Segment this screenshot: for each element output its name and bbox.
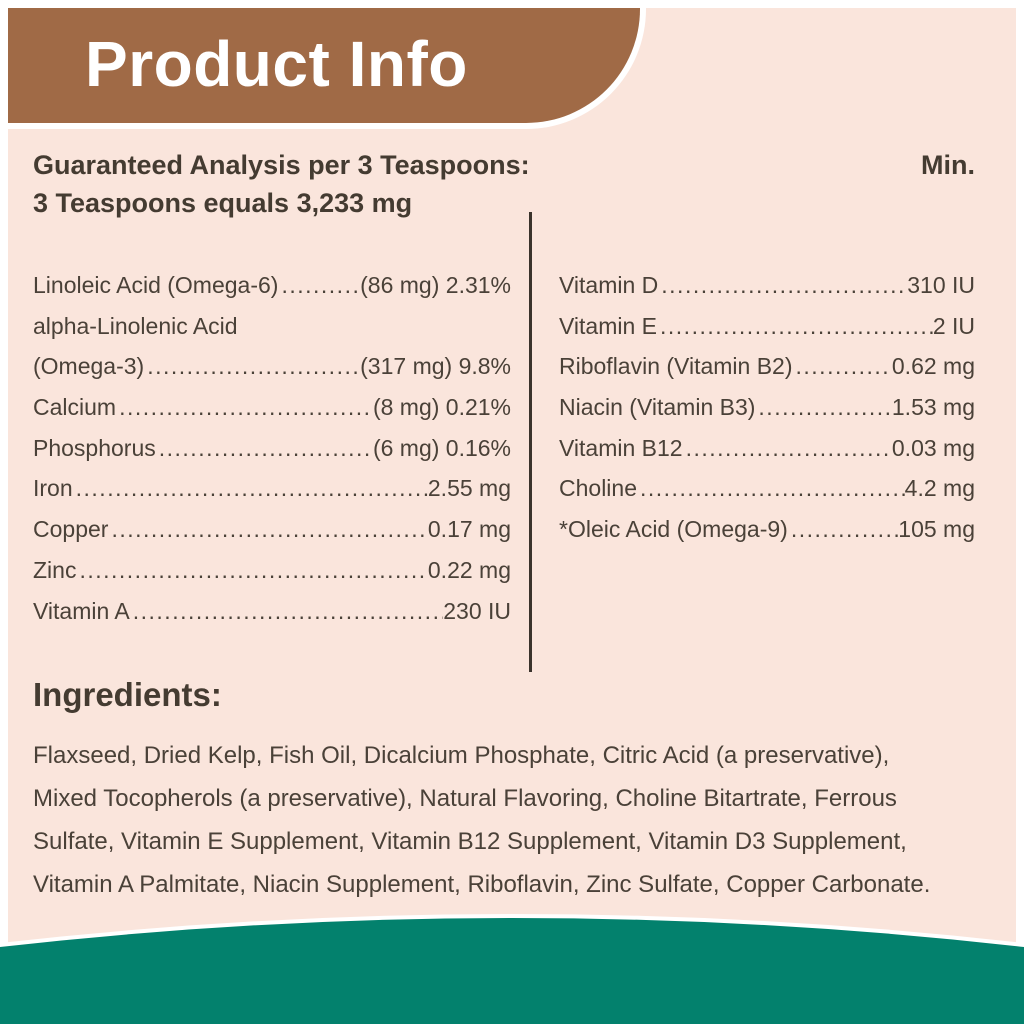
ingredients-line: Sulfate, Vitamin E Supplement, Vitamin B… (33, 828, 907, 855)
nutrient-label: Iron (33, 475, 73, 502)
nutrient-column-left: Linoleic Acid (Omega-6) (86 mg) 2.31% al… (33, 272, 511, 638)
dot-leader (637, 475, 905, 502)
nutrient-row: Vitamin B12 0.03 mg (559, 435, 975, 476)
dot-leader (108, 516, 427, 543)
nutrient-row: Niacin (Vitamin B3) 1.53 mg (559, 394, 975, 435)
dot-leader (788, 516, 898, 543)
nutrient-value: (8 mg) 0.21% (372, 394, 511, 421)
dot-leader (793, 353, 892, 380)
nutrient-label: Zinc (33, 556, 77, 583)
nutrient-value: (6 mg) 0.16% (372, 434, 511, 461)
nutrient-label: Vitamin B12 (559, 434, 683, 461)
page-title: Product Info (85, 27, 468, 100)
nutrient-label: alpha-Linolenic Acid (33, 312, 238, 339)
nutrient-row: (Omega-3) (317 mg) 9.8% (33, 353, 511, 394)
nutrient-label: Niacin (Vitamin B3) (559, 394, 756, 421)
nutrient-row: Choline 4.2 mg (559, 475, 975, 516)
nutrient-column-right: Vitamin D 310 IU Vitamin E 2 IU Riboflav… (559, 272, 975, 557)
guaranteed-analysis-line1: Guaranteed Analysis per 3 Teaspoons: (33, 150, 530, 180)
nutrient-value: 0.22 mg (427, 556, 511, 583)
nutrient-label: Linoleic Acid (Omega-6) (33, 272, 279, 298)
dot-leader (144, 353, 360, 380)
min-column-header: Min. (921, 150, 975, 180)
nutrient-value: 0.62 mg (891, 353, 975, 380)
dot-leader (130, 598, 443, 625)
header-banner: Product Info (8, 8, 640, 123)
nutrient-row: Linoleic Acid (Omega-6) (86 mg) 2.31% (33, 272, 511, 313)
nutrient-value: 0.17 mg (427, 516, 511, 543)
dot-leader (683, 435, 892, 462)
nutrient-row: Vitamin E 2 IU (559, 313, 975, 354)
dot-leader (116, 394, 373, 421)
nutrient-value: 2.55 mg (427, 475, 511, 502)
dot-leader (278, 272, 360, 299)
footer-wave-green (0, 918, 1024, 1024)
nutrient-label: Vitamin E (559, 312, 658, 339)
nutrient-row: Iron 2.55 mg (33, 475, 511, 516)
nutrient-label: Vitamin A (33, 597, 130, 624)
nutrient-row: Phosphorus (6 mg) 0.16% (33, 435, 511, 476)
dot-leader (658, 272, 907, 299)
ingredients-text: Flaxseed, Dried Kelp, Fish Oil, Dicalciu… (33, 734, 998, 906)
nutrient-label: Phosphorus (33, 434, 156, 461)
nutrient-row: *Oleic Acid (Omega-9) 105 mg (559, 516, 975, 557)
nutrient-row: Riboflavin (Vitamin B2) 0.62 mg (559, 353, 975, 394)
nutrient-label: Calcium (33, 394, 117, 421)
nutrient-label: Copper (33, 516, 109, 543)
nutrient-label: Riboflavin (Vitamin B2) (559, 353, 793, 380)
nutrient-value: 1.53 mg (891, 394, 975, 421)
guaranteed-analysis-line2: 3 Teaspoons equals 3,233 mg (33, 188, 413, 218)
nutrient-label: Vitamin D (559, 272, 659, 298)
ingredients-heading: Ingredients: (33, 676, 222, 713)
nutrient-value: 2 IU (932, 312, 975, 339)
nutrient-value: 4.2 mg (904, 475, 975, 502)
nutrient-label: (Omega-3) (33, 353, 145, 380)
nutrient-row: alpha-Linolenic Acid (33, 313, 511, 354)
nutrient-value: (86 mg) 2.31% (360, 272, 511, 298)
nutrient-label: Choline (559, 475, 637, 502)
ingredients-line: Vitamin A Palmitate, Niacin Supplement, … (33, 871, 931, 898)
nutrient-value: 105 mg (898, 516, 975, 543)
dot-leader (657, 313, 933, 340)
nutrient-value: 0.03 mg (891, 434, 975, 461)
column-divider (529, 212, 532, 672)
nutrient-row: Vitamin D 310 IU (559, 272, 975, 313)
ingredients-line: Flaxseed, Dried Kelp, Fish Oil, Dicalciu… (33, 742, 890, 769)
nutrient-row: Calcium (8 mg) 0.21% (33, 394, 511, 435)
dot-leader (73, 475, 428, 502)
guaranteed-analysis-heading: Guaranteed Analysis per 3 Teaspoons: 3 T… (33, 146, 530, 222)
nutrient-value: (317 mg) 9.8% (360, 353, 511, 380)
nutrient-row: Zinc 0.22 mg (33, 557, 511, 598)
nutrient-row: Copper 0.17 mg (33, 516, 511, 557)
dot-leader (755, 394, 891, 421)
nutrient-row: Vitamin A 230 IU (33, 598, 511, 639)
ingredients-line: Mixed Tocopherols (a preservative), Natu… (33, 785, 897, 812)
dot-leader (156, 435, 373, 462)
nutrient-label: *Oleic Acid (Omega-9) (559, 516, 788, 543)
nutrient-value: 310 IU (907, 272, 975, 298)
footer-wave (0, 914, 1024, 1024)
dot-leader (76, 557, 427, 584)
nutrient-value: 230 IU (443, 597, 511, 624)
